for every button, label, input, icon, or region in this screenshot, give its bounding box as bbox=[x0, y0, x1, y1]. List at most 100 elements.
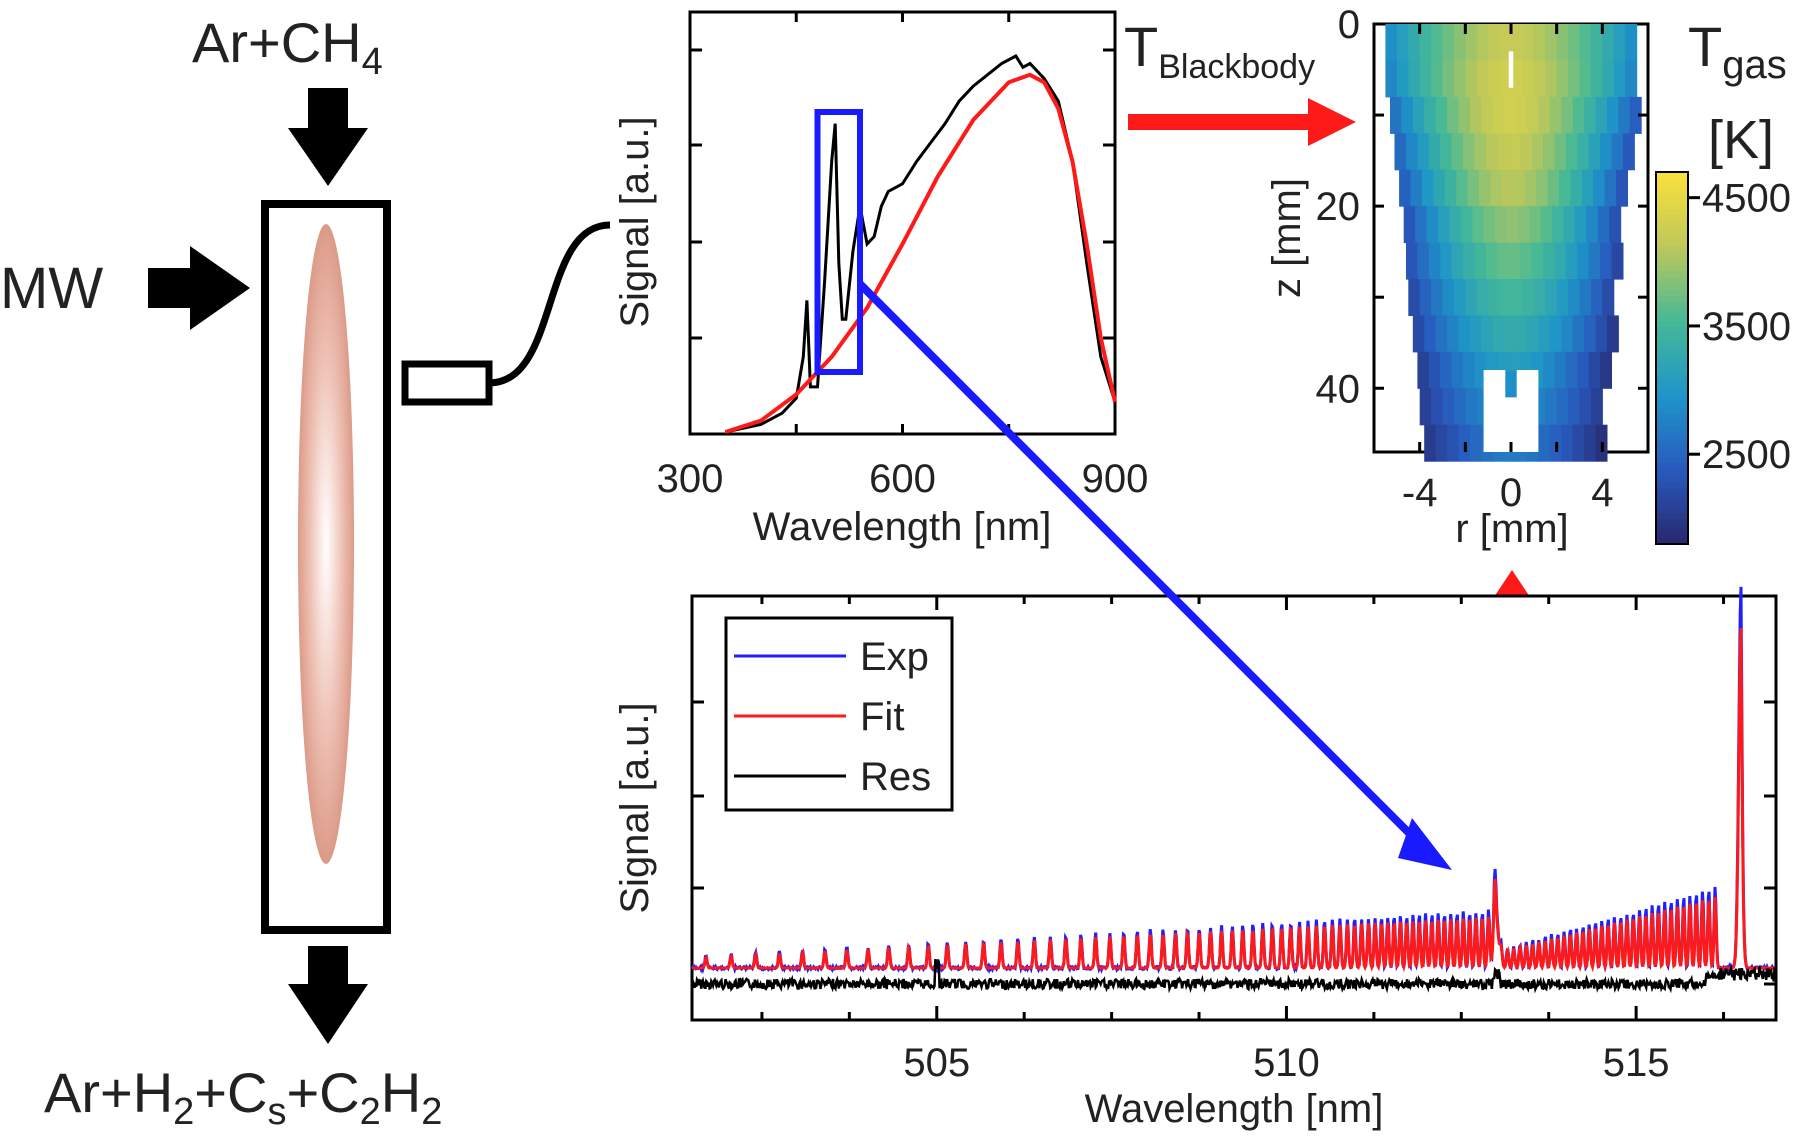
heatmap-cell bbox=[1554, 133, 1567, 171]
heatmap-cell bbox=[1554, 242, 1567, 280]
colorbar-segment bbox=[1656, 457, 1688, 465]
heatmap-cell bbox=[1424, 315, 1437, 353]
heatmap-cell bbox=[1549, 315, 1562, 353]
heatmap-cell bbox=[1593, 169, 1606, 207]
colorbar-segment bbox=[1656, 401, 1688, 409]
colorbar-segment bbox=[1656, 364, 1688, 372]
heatmap-y-tick-labels: 0 20 40 bbox=[1316, 3, 1361, 411]
heatmap-cell bbox=[1613, 60, 1626, 98]
heatmap-cell bbox=[1533, 24, 1546, 61]
heatmap-cell bbox=[1531, 242, 1544, 280]
heatmap-cell bbox=[1545, 60, 1558, 98]
heatmap-cell bbox=[1412, 96, 1425, 134]
heatmap-cell bbox=[1442, 60, 1455, 98]
heatmap-cell bbox=[1533, 279, 1546, 316]
heatmap-cell bbox=[1584, 424, 1597, 462]
outlet-label: Ar+H2+Cs+C2H2 bbox=[44, 1061, 442, 1133]
heatmap-cell bbox=[1453, 388, 1466, 426]
heatmap-cell bbox=[1629, 96, 1642, 134]
heatmap-cell bbox=[1419, 24, 1432, 61]
colorbar-segment bbox=[1656, 413, 1688, 421]
heatmap-cell bbox=[1412, 315, 1425, 353]
heatmap-cell bbox=[1431, 388, 1444, 426]
heatmap-cell bbox=[1561, 315, 1574, 353]
colorbar-segment bbox=[1656, 519, 1688, 527]
heatmap-cell bbox=[1428, 351, 1441, 389]
colorbar-segment bbox=[1656, 296, 1688, 303]
colorbar-segment bbox=[1656, 289, 1688, 297]
heatmap-cell bbox=[1554, 351, 1567, 389]
legend-fit-label: Fit bbox=[860, 695, 904, 739]
plasma-column bbox=[298, 224, 354, 864]
colorbar-segment bbox=[1656, 482, 1688, 489]
heatmap-cell bbox=[1408, 24, 1421, 61]
heatmap-cell bbox=[1465, 24, 1478, 61]
t-gas-unit: [K] bbox=[1708, 110, 1774, 170]
heatmap-cell bbox=[1495, 206, 1507, 244]
heatmap-cell bbox=[1424, 96, 1437, 134]
red-arrow-blackbody bbox=[1128, 98, 1356, 146]
heatmap-cell bbox=[1529, 206, 1542, 244]
heatmap-y-tick-label: 40 bbox=[1316, 367, 1361, 411]
heatmap-cell bbox=[1527, 96, 1539, 134]
heatmap-cell bbox=[1505, 370, 1517, 398]
heatmap-cell bbox=[1417, 242, 1430, 280]
colorbar-segment bbox=[1656, 370, 1688, 378]
heatmap-cell bbox=[1447, 315, 1460, 353]
heatmap-cell bbox=[1504, 315, 1517, 353]
heatmap-cell bbox=[1435, 96, 1448, 134]
colorbar-segment bbox=[1656, 258, 1688, 266]
heatmap-cell bbox=[1545, 279, 1558, 316]
heatmap-cell bbox=[1415, 206, 1428, 244]
mw-arrow bbox=[148, 246, 250, 330]
heatmap-cells bbox=[1385, 24, 1642, 462]
heatmap-cell bbox=[1428, 133, 1441, 171]
heatmap-cell bbox=[1474, 351, 1487, 389]
heatmap-cell bbox=[1625, 24, 1638, 61]
heatmap-cell bbox=[1556, 60, 1569, 98]
heatmap-cell bbox=[1444, 169, 1457, 207]
heatmap-cell bbox=[1588, 133, 1601, 171]
swan-residual-line bbox=[690, 958, 1777, 994]
heatmap-cell bbox=[1579, 388, 1592, 426]
colorbar-tick-labels: 4500 3500 2500 bbox=[1688, 177, 1791, 477]
heatmap-x-label: r [mm] bbox=[1455, 507, 1568, 551]
heatmap-cell bbox=[1545, 388, 1558, 426]
heatmap-cell bbox=[1574, 206, 1587, 244]
colorbar-segment bbox=[1656, 196, 1688, 204]
colorbar-segment bbox=[1656, 178, 1688, 186]
heatmap-cell bbox=[1492, 96, 1505, 134]
heatmap-cell bbox=[1568, 24, 1581, 61]
heatmap-cell bbox=[1394, 133, 1407, 171]
heatmap-cell bbox=[1547, 169, 1560, 207]
heatmap-cell bbox=[1406, 133, 1418, 171]
heatmap-cell bbox=[1449, 206, 1462, 244]
heatmap-cell bbox=[1543, 133, 1555, 171]
heatmap-cell bbox=[1511, 24, 1523, 61]
heatmap-cell bbox=[1545, 24, 1558, 61]
heatmap-cell bbox=[1524, 169, 1537, 207]
colorbar-segment bbox=[1656, 376, 1688, 384]
optical-fiber bbox=[488, 221, 611, 387]
heatmap-cell bbox=[1552, 206, 1565, 244]
colorbar-segment bbox=[1656, 451, 1688, 458]
colorbar-segment bbox=[1656, 513, 1688, 520]
heatmap-cell bbox=[1451, 351, 1464, 389]
colorbar-segment bbox=[1656, 358, 1688, 365]
heatmap-cell bbox=[1396, 24, 1409, 61]
colorbar-tick-label: 2500 bbox=[1702, 433, 1791, 477]
heatmap-cell bbox=[1613, 24, 1626, 61]
heatmap-cell bbox=[1511, 60, 1523, 98]
heatmap-cell bbox=[1602, 279, 1615, 316]
heatmap-cell bbox=[1469, 315, 1482, 353]
spectrum-highlight-box bbox=[814, 109, 863, 375]
colorbar-segment bbox=[1656, 351, 1688, 359]
heatmap-cell bbox=[1453, 60, 1466, 98]
heatmap-cell bbox=[1390, 96, 1402, 134]
heatmap-cell bbox=[1474, 133, 1487, 171]
heatmap-cell bbox=[1584, 96, 1597, 134]
colorbar-segment bbox=[1656, 246, 1688, 254]
heatmap-cell bbox=[1625, 60, 1638, 98]
heatmap-cell bbox=[1616, 169, 1628, 207]
